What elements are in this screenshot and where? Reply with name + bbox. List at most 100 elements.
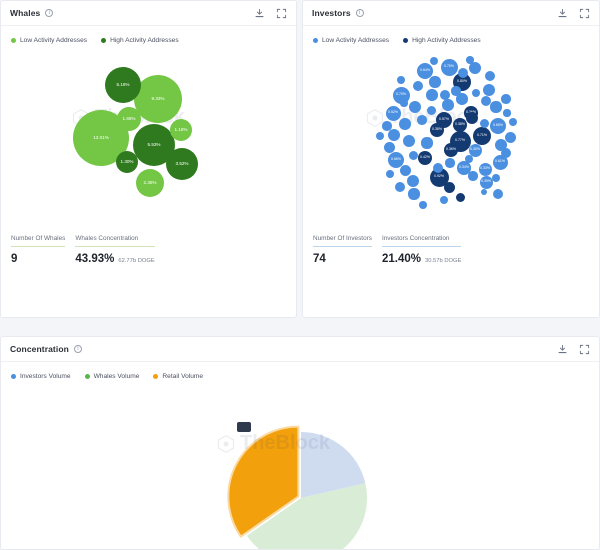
concentration-pie-chart[interactable]: TheBlock <box>1 380 599 550</box>
info-icon[interactable]: i <box>73 345 82 353</box>
stat-value: 43.93% <box>75 253 115 265</box>
bubble[interactable]: 0.42% <box>418 151 432 165</box>
bubble[interactable] <box>483 84 495 96</box>
bubble[interactable]: 0.61% <box>492 154 508 170</box>
pie-slice[interactable] <box>301 432 366 498</box>
bubble[interactable] <box>402 134 416 148</box>
bubble[interactable]: 0.70% <box>392 86 410 104</box>
bubble[interactable]: 0.34% <box>457 161 471 175</box>
bubble[interactable]: 0.36% <box>444 143 458 157</box>
bubble[interactable]: 0.30% <box>468 143 482 157</box>
bubble[interactable] <box>493 189 503 199</box>
bubble[interactable] <box>451 86 461 96</box>
bubble[interactable] <box>388 129 400 141</box>
bubble[interactable] <box>412 80 424 92</box>
bubble[interactable] <box>399 164 411 176</box>
bubble[interactable]: 0.52% <box>385 105 401 121</box>
bubble[interactable] <box>468 171 478 181</box>
bubble[interactable] <box>408 188 420 200</box>
bubble[interactable]: 0.66% <box>388 152 404 168</box>
legend-item-whales-volume[interactable]: Whales Volume <box>84 373 139 380</box>
bubble[interactable] <box>396 75 406 85</box>
bubble[interactable] <box>419 201 427 209</box>
bubble[interactable]: 9.33% <box>134 75 182 123</box>
bubble[interactable] <box>421 137 433 149</box>
expand-icon[interactable] <box>579 344 590 355</box>
expand-icon[interactable] <box>276 8 287 19</box>
bubble[interactable] <box>382 121 392 131</box>
download-icon[interactable] <box>557 8 568 19</box>
bubble[interactable] <box>442 99 454 111</box>
legend-item-low-activity[interactable]: Low Activity Addresses <box>11 37 87 44</box>
bubble[interactable] <box>471 88 481 98</box>
bubble[interactable] <box>408 150 418 160</box>
bubble[interactable] <box>485 71 495 81</box>
bubble[interactable] <box>443 181 455 193</box>
bubble[interactable]: 0.64% <box>417 63 433 79</box>
bubble[interactable] <box>399 118 411 130</box>
bubble[interactable] <box>406 174 420 188</box>
investors-bubble-chart[interactable]: TheBlock 0.77% 0.80% 0.92% 0.71% 0.70% 0.70% 0… <box>303 44 599 229</box>
bubble[interactable] <box>400 99 408 107</box>
bubble[interactable] <box>395 182 405 192</box>
expand-icon[interactable] <box>579 8 590 19</box>
bubble[interactable] <box>503 109 511 117</box>
bubble[interactable] <box>385 169 395 179</box>
bubble[interactable] <box>508 117 518 127</box>
bubble[interactable] <box>469 62 481 74</box>
info-icon[interactable]: i <box>355 9 364 17</box>
bubble[interactable]: 1.30% <box>116 151 138 173</box>
bubble[interactable] <box>500 147 512 159</box>
bubble[interactable] <box>426 105 436 115</box>
bubble[interactable]: 1.66% <box>117 107 141 131</box>
bubble[interactable] <box>501 94 511 104</box>
bubble[interactable]: 0.92% <box>429 167 449 187</box>
bubble[interactable] <box>417 115 427 125</box>
bubble[interactable] <box>490 101 502 113</box>
legend-item-high-activity[interactable]: High Activity Addresses <box>101 37 179 44</box>
whales-bubble-chart[interactable]: TheBlock 13.01%9.33%5.53%5.16%3.52%2.35%… <box>1 44 296 229</box>
bubble[interactable] <box>464 154 474 164</box>
bubble[interactable] <box>466 56 474 64</box>
legend-item-low-activity[interactable]: Low Activity Addresses <box>313 37 389 44</box>
bubble[interactable]: 0.33% <box>478 162 492 176</box>
download-icon[interactable] <box>254 8 265 19</box>
bubble[interactable]: 0.38% <box>430 123 444 137</box>
pie-slice[interactable] <box>227 425 300 539</box>
bubble[interactable] <box>429 76 441 88</box>
bubble[interactable] <box>504 131 516 143</box>
bubble[interactable] <box>439 195 449 205</box>
bubble[interactable]: 2.35% <box>136 169 164 197</box>
bubble[interactable] <box>409 101 421 113</box>
bubble[interactable] <box>480 95 492 107</box>
legend-item-high-activity[interactable]: High Activity Addresses <box>403 37 481 44</box>
bubble[interactable] <box>383 141 395 153</box>
stat-value: 74 <box>313 253 326 265</box>
bubble[interactable]: 3.52% <box>166 148 198 180</box>
bubble[interactable] <box>480 188 488 196</box>
bubble[interactable]: 0.71% <box>473 127 491 145</box>
bubble[interactable] <box>455 192 465 202</box>
legend-item-retail-volume[interactable]: Retail Volume <box>153 373 203 380</box>
bubble[interactable] <box>456 93 468 105</box>
bubble[interactable]: 0.70% <box>440 58 458 76</box>
bubble[interactable]: 1.18% <box>170 119 192 141</box>
bubble[interactable] <box>376 132 384 140</box>
bubble[interactable] <box>466 112 478 124</box>
download-icon[interactable] <box>557 344 568 355</box>
bubble[interactable]: 0.38% <box>453 118 467 132</box>
bubble[interactable] <box>430 57 438 65</box>
bubble[interactable] <box>432 162 444 174</box>
bubble[interactable] <box>458 68 468 78</box>
info-icon[interactable]: i <box>45 9 54 17</box>
bubble[interactable] <box>479 118 489 128</box>
bubble[interactable]: 5.16% <box>105 67 141 103</box>
bubble[interactable] <box>492 174 500 182</box>
bubble[interactable] <box>426 89 438 101</box>
bubble[interactable]: 0.39% <box>479 175 493 189</box>
legend-item-investors-volume[interactable]: Investors Volume <box>11 373 71 380</box>
bubble[interactable]: 0.65% <box>490 118 506 134</box>
bubble[interactable] <box>445 158 455 168</box>
pie-slice[interactable] <box>246 483 367 550</box>
bubble[interactable] <box>439 89 451 101</box>
